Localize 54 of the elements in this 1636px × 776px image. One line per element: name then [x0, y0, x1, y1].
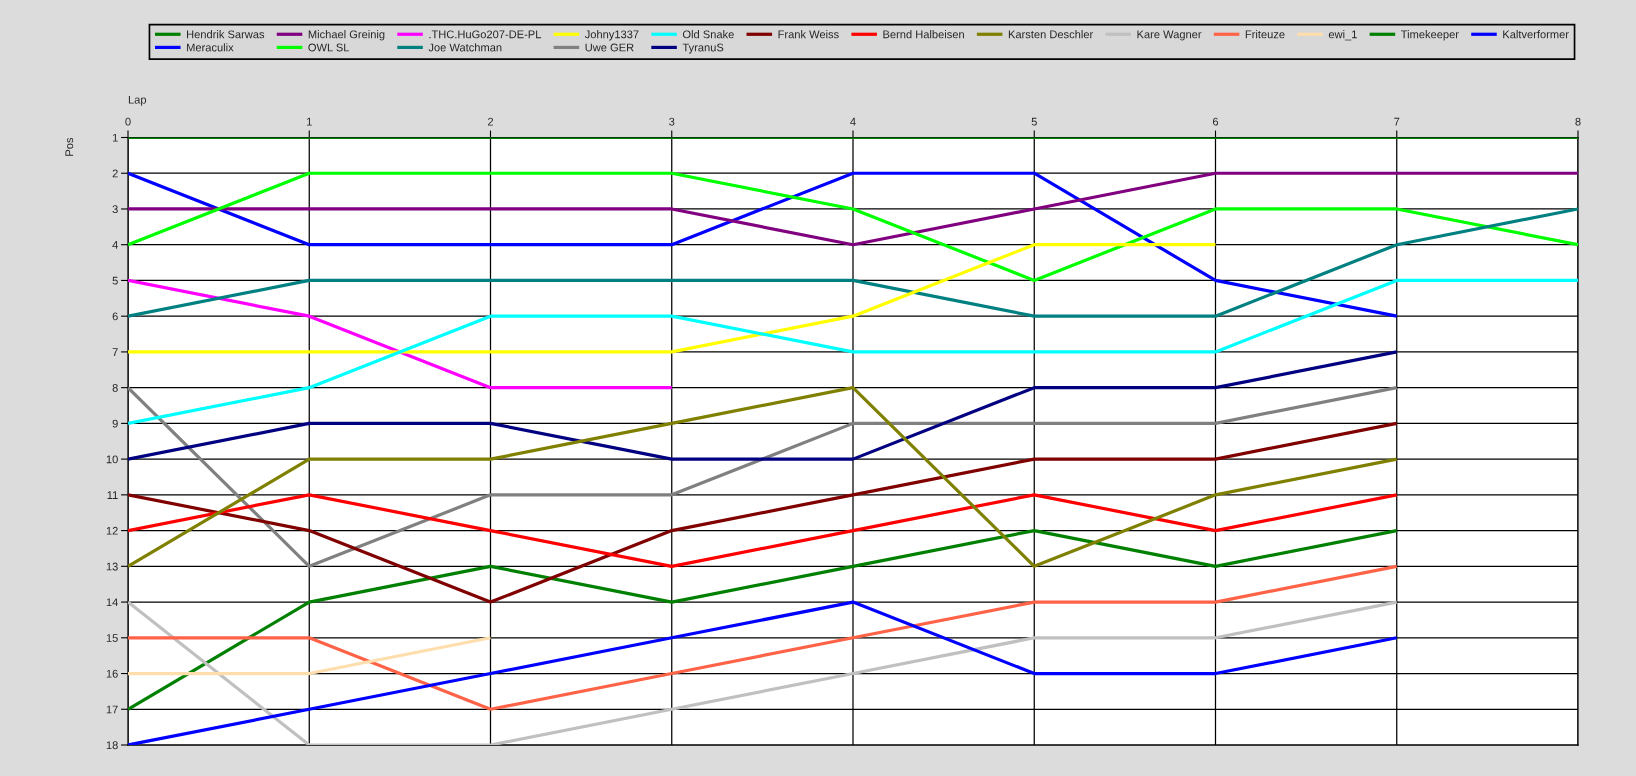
y-tick-label: 11: [107, 491, 118, 499]
y-tick-label: 14: [106, 598, 118, 607]
y-tick-label: 3: [112, 205, 118, 214]
y-tick-label: 12: [106, 526, 118, 535]
legend-label: TyranuS: [682, 43, 724, 54]
line-series: [128, 600, 1399, 745]
legend-label: Friteuze: [1245, 30, 1285, 39]
y-tick-label: 2: [112, 169, 118, 178]
y-tick-label: 7: [112, 348, 118, 356]
x-axis-title: Lap: [128, 95, 147, 106]
y-tick-label: 18: [106, 741, 118, 750]
line-series: [128, 564, 1399, 711]
x-tick-label: 7: [1394, 117, 1400, 126]
x-tick-label: 6: [1212, 117, 1219, 126]
x-tick-label: 5: [1031, 117, 1037, 126]
x-tick-label: 8: [1575, 117, 1581, 126]
line-series: [128, 350, 1399, 461]
y-tick-label: 5: [112, 276, 118, 285]
x-tick-label: 2: [487, 117, 494, 126]
x-tick-label: 3: [669, 117, 675, 126]
legend-label: Johny1337: [584, 30, 639, 41]
y-tick-label: 9: [112, 419, 118, 428]
y-tick-label: 1: [112, 133, 118, 142]
legend-label: Michael Greinig: [308, 30, 385, 41]
line-series: [128, 171, 1399, 318]
legend-label: Bernd Halbeisen: [883, 30, 964, 39]
y-tick-label: 10: [106, 455, 118, 464]
y-axis-title: Pos: [65, 137, 74, 156]
y-tick-label: 6: [112, 312, 118, 321]
legend-label: Hendrik Sarwas: [187, 30, 265, 39]
legend-label: Frank Weiss: [778, 30, 839, 39]
legend-label: Meraculix: [187, 43, 234, 52]
legend-label: Timekeeper: [1400, 30, 1459, 41]
x-tick-label: 4: [850, 117, 856, 126]
line-series: [128, 386, 1399, 568]
line-series: [128, 421, 1399, 604]
legend-label: Old Snake: [682, 30, 734, 39]
legend-label: Kare Wagner: [1137, 30, 1202, 41]
y-tick-label: 13: [106, 562, 118, 571]
y-tick-label: 16: [106, 669, 118, 678]
x-tick-label: 0: [125, 117, 131, 126]
legend-label: Karsten Deschler: [1008, 30, 1094, 39]
legend-label: OWL SL: [308, 43, 350, 52]
x-tick-label: 1: [307, 117, 312, 126]
legend-label: Joe Watchman: [428, 43, 502, 52]
line-series: [128, 528, 1399, 711]
legend-label: ewi_1: [1328, 30, 1357, 41]
y-tick-label: 15: [106, 634, 118, 642]
legend-label: Uwe GER: [585, 43, 634, 52]
y-tick-label: 8: [112, 383, 118, 392]
legend-label: .THC.HuGo207-DE-PL: [429, 30, 542, 39]
y-tick-label: 4: [112, 241, 118, 249]
legend-label: Kaltverformer: [1503, 30, 1569, 39]
y-tick-label: 17: [106, 705, 118, 714]
